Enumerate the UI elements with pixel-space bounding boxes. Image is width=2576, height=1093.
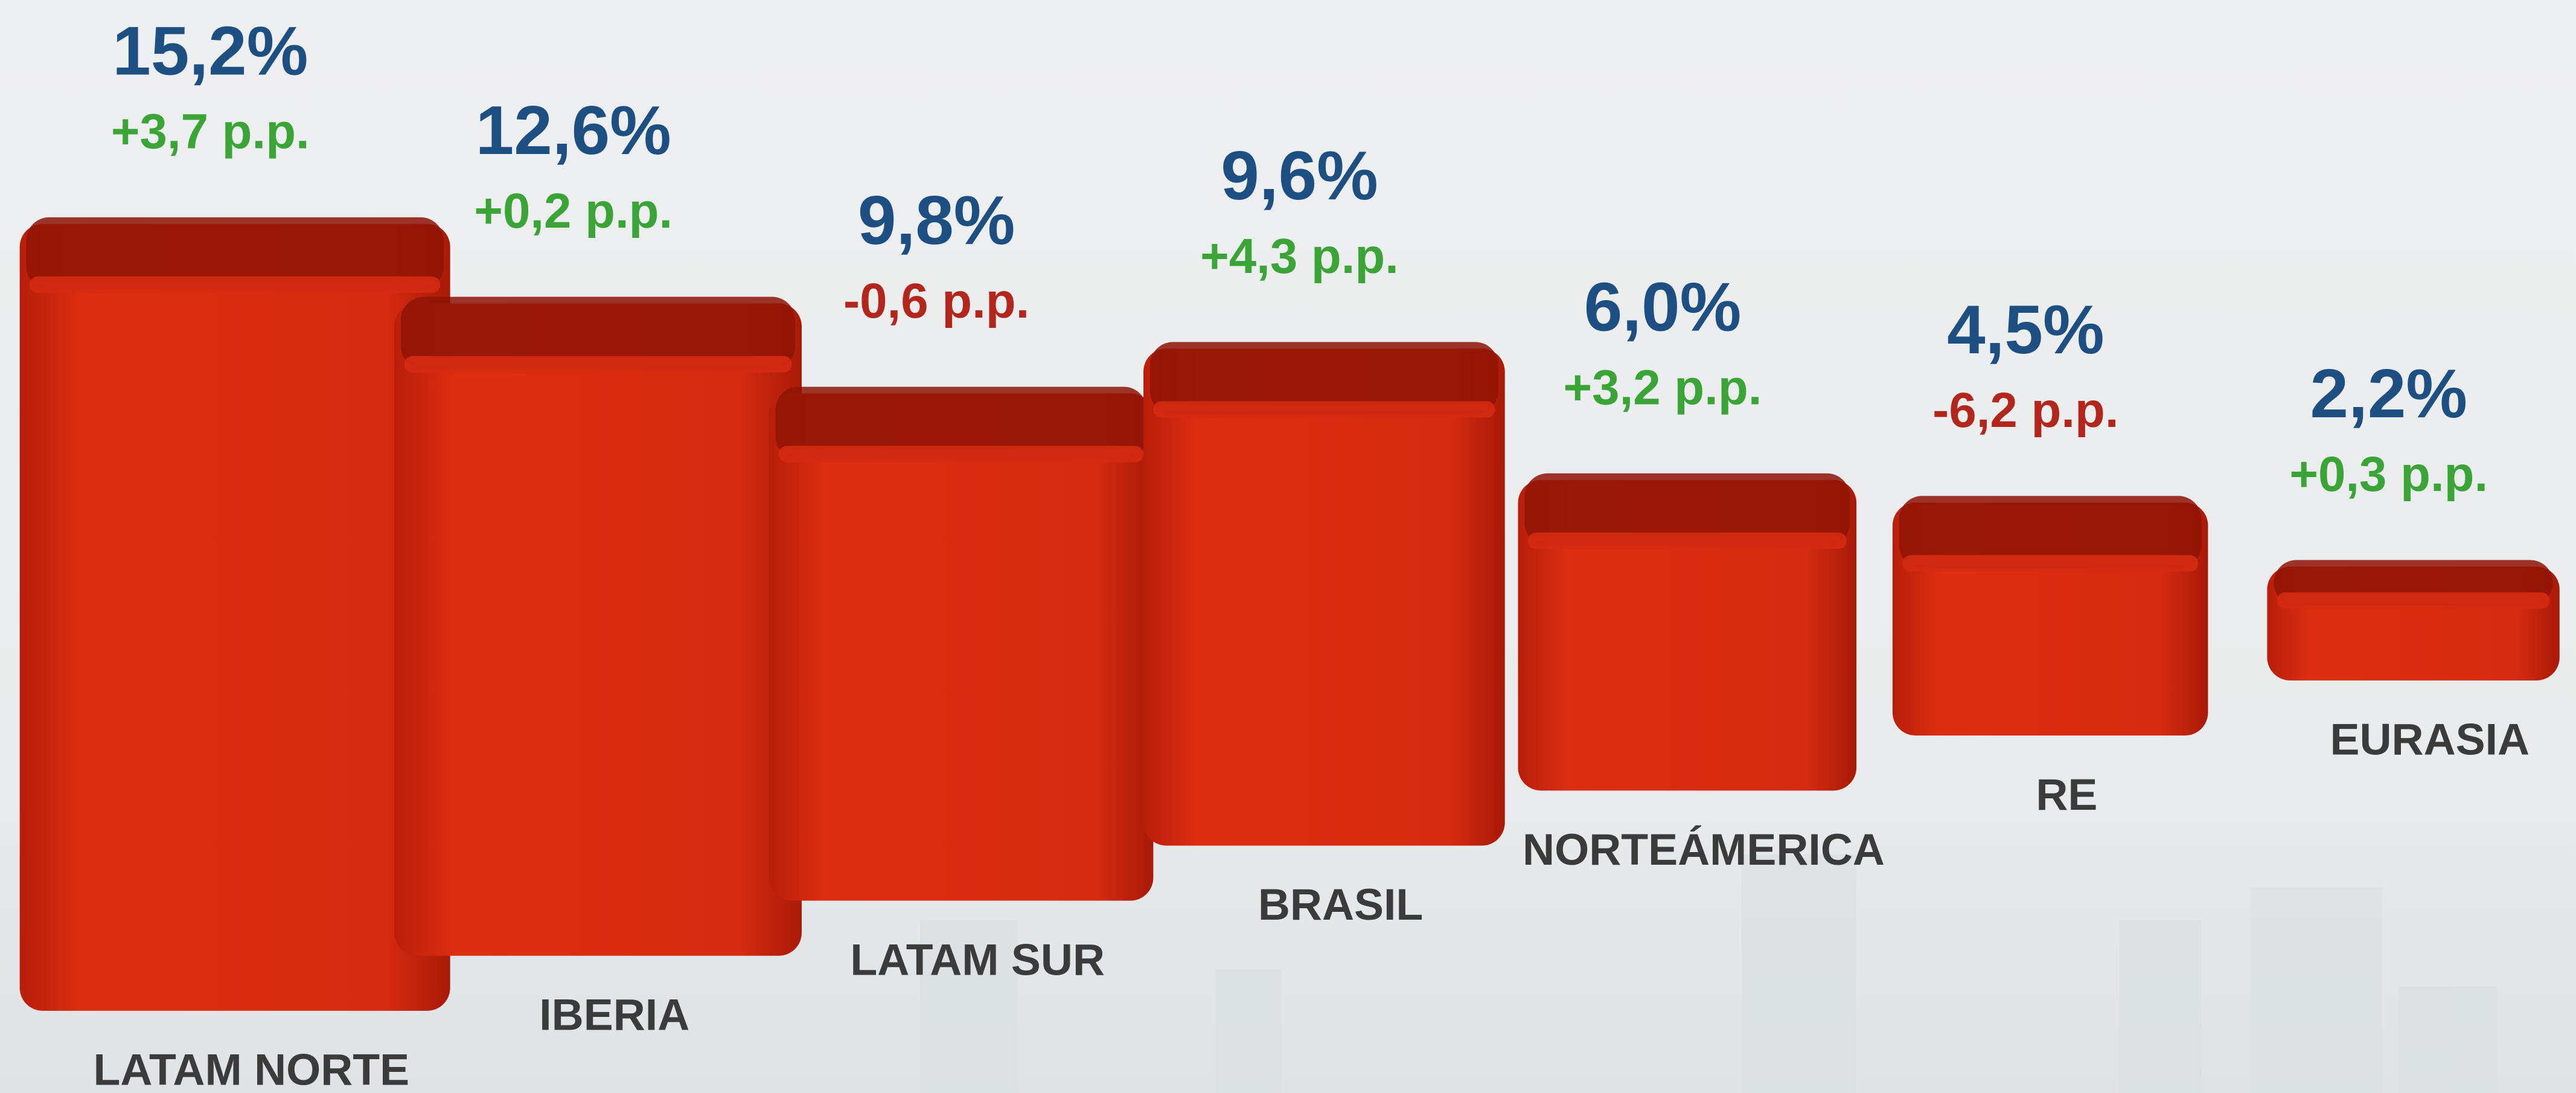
bar-top-edge bbox=[2277, 592, 2550, 609]
bar-top-edge bbox=[1902, 555, 2199, 572]
value-label: 4,5% bbox=[1947, 292, 2105, 368]
bar-top bbox=[26, 217, 444, 290]
category-label: NORTEÁMERICA bbox=[1523, 824, 1885, 874]
category-label: EURASIA bbox=[2330, 714, 2530, 764]
bar-top bbox=[1524, 473, 1850, 546]
category-label: RE bbox=[2036, 769, 2097, 819]
change-label: -0,6 p.p. bbox=[843, 274, 1029, 329]
change-label: +3,2 p.p. bbox=[1564, 360, 1762, 415]
bar-top-edge bbox=[778, 446, 1144, 463]
value-label: 6,0% bbox=[1584, 269, 1742, 345]
bar-top bbox=[400, 296, 796, 370]
category-label: BRASIL bbox=[1258, 879, 1423, 929]
skyline bbox=[919, 854, 2498, 1093]
category-label: LATAM NORTE bbox=[94, 1045, 410, 1093]
bar-top-edge bbox=[1153, 401, 1495, 418]
value-label: 15,2% bbox=[112, 13, 308, 89]
bar bbox=[19, 223, 450, 1011]
bar bbox=[394, 303, 802, 956]
bar bbox=[1518, 479, 1857, 791]
category-label: IBERIA bbox=[539, 990, 689, 1040]
change-label: +0,3 p.p. bbox=[2289, 447, 2488, 502]
bar bbox=[769, 393, 1154, 901]
bar-top bbox=[775, 386, 1147, 460]
change-label: +3,7 p.p. bbox=[111, 104, 310, 159]
value-label: 9,8% bbox=[858, 182, 1015, 259]
category-label: LATAM SUR bbox=[850, 934, 1105, 984]
change-label: +4,3 p.p. bbox=[1200, 229, 1399, 284]
bar-top-edge bbox=[404, 356, 792, 373]
change-label: +0,2 p.p. bbox=[474, 184, 673, 239]
bar-top-edge bbox=[1527, 532, 1847, 550]
change-label: -6,2 p.p. bbox=[1932, 383, 2118, 438]
value-label: 12,6% bbox=[476, 92, 671, 169]
value-label: 9,6% bbox=[1221, 138, 1378, 214]
bar-top bbox=[1899, 496, 2202, 569]
bar-top-edge bbox=[29, 276, 441, 293]
bar-top bbox=[1149, 342, 1498, 415]
bar bbox=[1143, 348, 1505, 846]
value-label: 2,2% bbox=[2310, 356, 2468, 432]
